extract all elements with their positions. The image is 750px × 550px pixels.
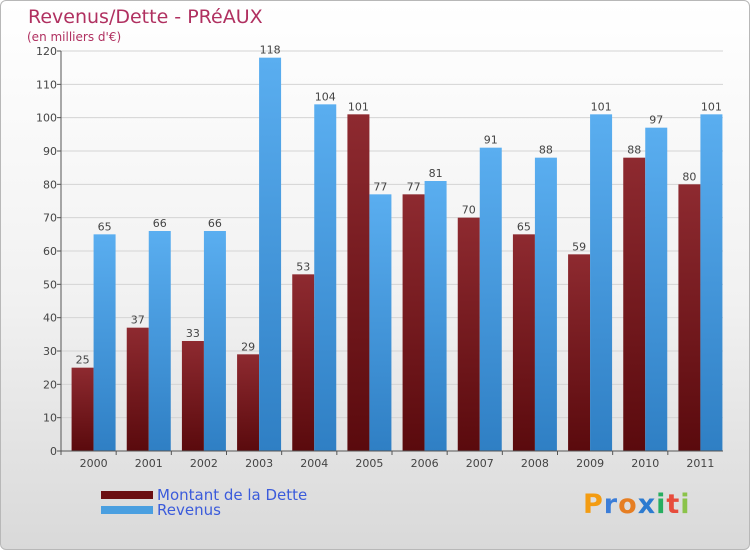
data-label: 118 — [260, 44, 281, 57]
data-label: 88 — [539, 144, 553, 157]
data-label: 97 — [649, 114, 663, 127]
bar-debt — [292, 274, 315, 451]
bar-revenue — [479, 147, 502, 451]
x-tick-label: 2008 — [521, 457, 549, 470]
x-tick-label: 2009 — [576, 457, 604, 470]
bar-revenue — [203, 231, 226, 451]
chart-title: Revenus/Dette - PRéAUX — [28, 6, 263, 28]
data-label: 70 — [462, 204, 476, 217]
x-tick-label: 2011 — [686, 457, 714, 470]
data-label: 66 — [153, 217, 167, 230]
bar-debt — [71, 367, 94, 451]
bar-debt — [623, 157, 646, 451]
legend-label-debt: Montant de la Dette — [157, 486, 308, 504]
bar-debt — [568, 254, 591, 451]
bar-debt — [181, 341, 204, 451]
bar-revenue — [148, 231, 171, 451]
logo-letter: r — [603, 489, 619, 520]
y-tick-label: 110 — [36, 78, 57, 91]
data-label: 101 — [591, 100, 612, 113]
chart-subtitle: (en milliers d'€) — [27, 30, 122, 44]
bar-debt — [678, 184, 701, 452]
y-tick-label: 10 — [43, 412, 57, 425]
data-label: 25 — [76, 354, 90, 367]
data-label: 88 — [627, 144, 641, 157]
data-label: 101 — [701, 100, 722, 113]
x-tick-label: 2007 — [466, 457, 494, 470]
data-label: 101 — [348, 100, 369, 113]
data-label: 65 — [98, 220, 112, 233]
legend-swatch-debt — [101, 491, 153, 499]
bar-debt — [512, 234, 535, 451]
data-label: 104 — [315, 90, 336, 103]
y-tick-label: 100 — [36, 112, 57, 125]
y-tick-label: 80 — [43, 178, 57, 191]
bar-debt — [347, 114, 370, 451]
legend-item-revenue: Revenus — [101, 501, 221, 519]
y-tick-label: 0 — [50, 445, 57, 458]
data-label: 77 — [407, 180, 421, 193]
bar-revenue — [645, 127, 668, 452]
bar-debt — [237, 354, 260, 451]
x-tick-label: 2010 — [631, 457, 659, 470]
data-label: 33 — [186, 327, 200, 340]
bar-debt — [126, 327, 149, 451]
data-label: 81 — [429, 167, 443, 180]
bar-debt — [457, 217, 480, 451]
logo-letter: i — [656, 489, 667, 520]
y-tick-label: 50 — [43, 278, 57, 291]
logo-letter: x — [637, 489, 657, 520]
legend-item-debt: Montant de la Dette — [101, 486, 308, 504]
logo-letter: o — [618, 489, 638, 520]
bar-revenue — [590, 114, 613, 451]
data-label: 59 — [572, 240, 586, 253]
y-tick-label: 20 — [43, 378, 57, 391]
data-label: 53 — [296, 260, 310, 273]
x-tick-label: 2003 — [245, 457, 273, 470]
x-tick-label: 2004 — [300, 457, 328, 470]
bar-revenue — [93, 234, 116, 451]
bar-revenue — [534, 157, 557, 451]
logo-letter: P — [583, 489, 604, 520]
y-tick-label: 90 — [43, 145, 57, 158]
x-tick-label: 2006 — [411, 457, 439, 470]
data-label: 80 — [682, 170, 696, 183]
bar-revenue — [700, 114, 723, 451]
data-label: 29 — [241, 340, 255, 353]
bar-revenue — [314, 104, 337, 451]
x-tick-label: 2001 — [135, 457, 163, 470]
bar-revenue — [424, 181, 447, 451]
x-tick-label: 2002 — [190, 457, 218, 470]
legend-label-revenue: Revenus — [157, 501, 221, 519]
bar-debt — [402, 194, 425, 452]
data-label: 77 — [373, 180, 387, 193]
x-tick-label: 2000 — [80, 457, 108, 470]
proxiti-logo: Proxiti — [583, 489, 691, 520]
data-label: 37 — [131, 314, 145, 327]
y-tick-label: 40 — [43, 312, 57, 325]
data-label: 65 — [517, 220, 531, 233]
y-tick-label: 60 — [43, 245, 57, 258]
bar-revenue — [369, 194, 392, 452]
legend-swatch-revenue — [101, 506, 153, 514]
data-label: 91 — [484, 134, 498, 147]
bar-revenue — [259, 57, 282, 452]
y-tick-label: 120 — [36, 45, 57, 58]
data-label: 66 — [208, 217, 222, 230]
x-tick-label: 2005 — [355, 457, 383, 470]
logo-letter: t — [666, 489, 681, 520]
y-tick-label: 30 — [43, 345, 57, 358]
logo-letter: i — [680, 489, 691, 520]
y-tick-label: 70 — [43, 212, 57, 225]
